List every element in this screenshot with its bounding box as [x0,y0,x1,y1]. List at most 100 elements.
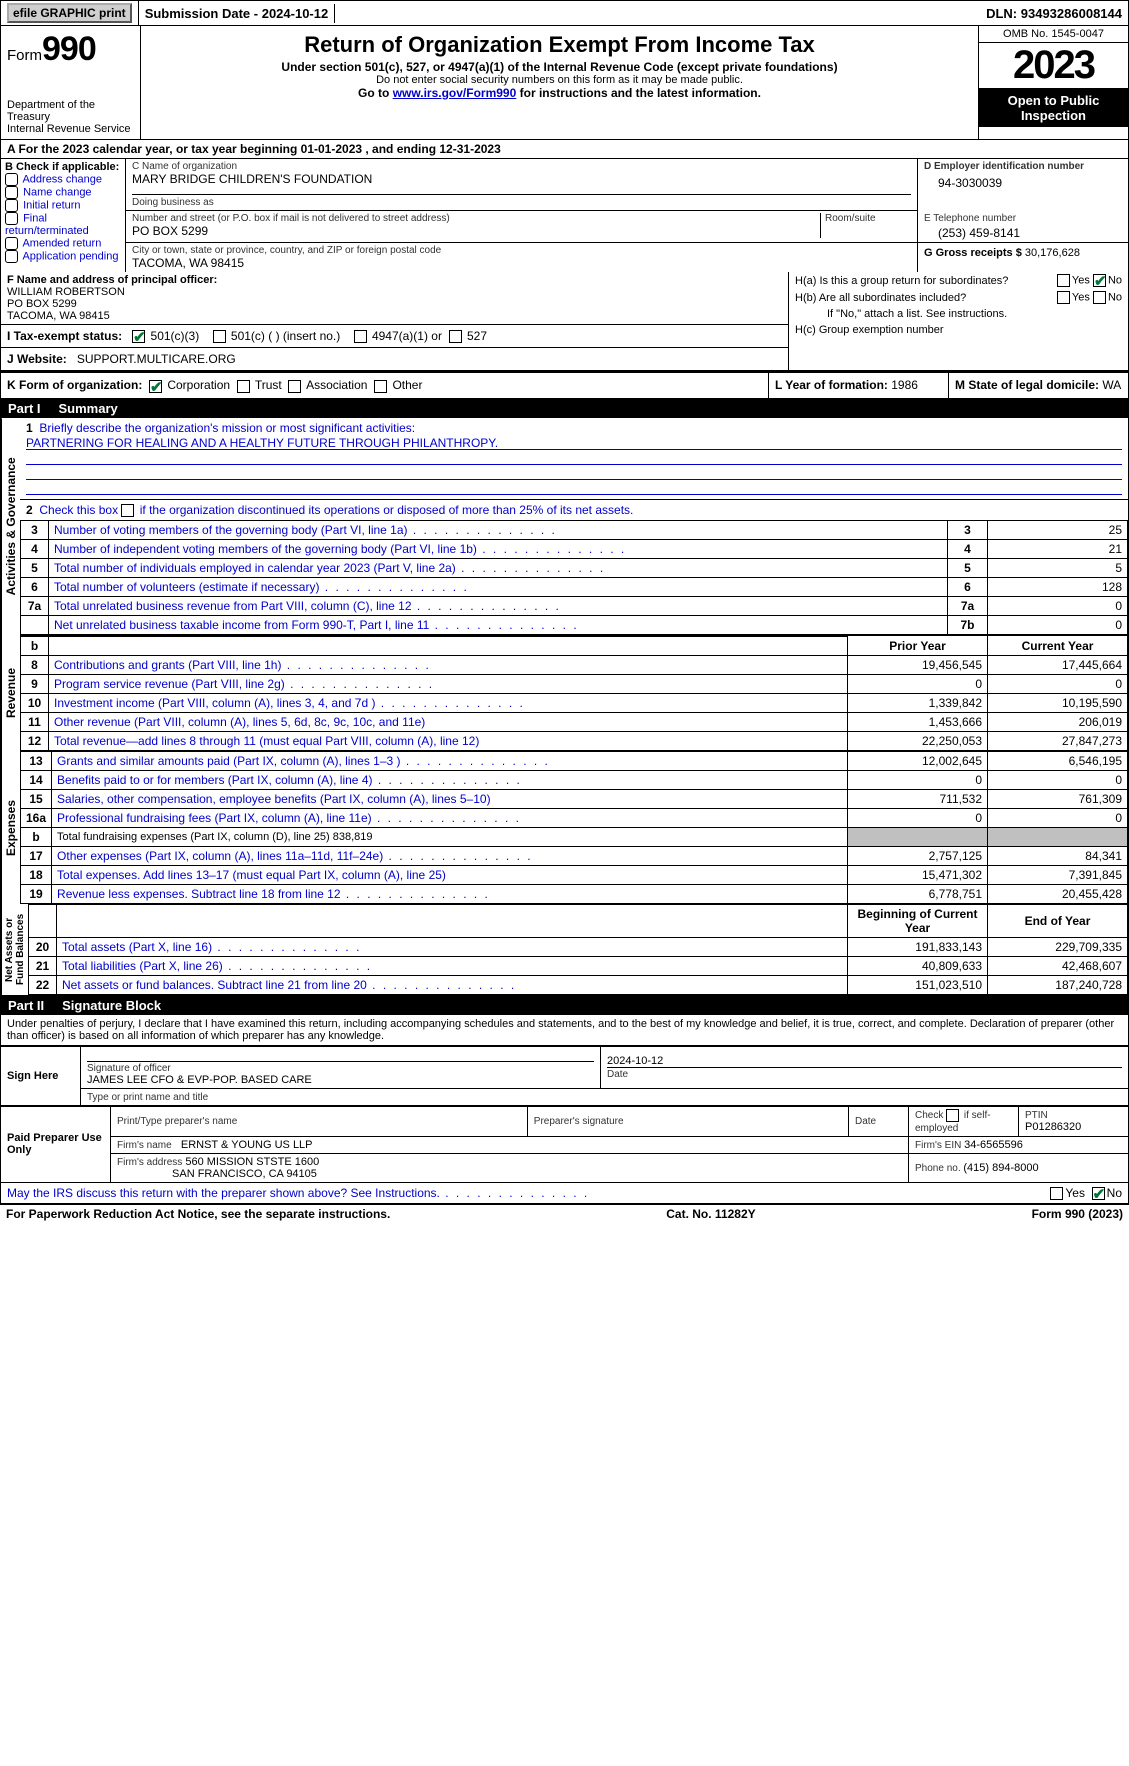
submission-label: Submission Date - [145,6,262,21]
chk-discontinued[interactable] [121,504,134,517]
ha-yes[interactable] [1057,274,1070,287]
ha-yn: Yes No [1057,274,1122,287]
b-label: B Check if applicable: [5,161,121,173]
g-label: G Gross receipts $ [924,247,1025,259]
header-row: Beginning of Current YearEnd of Year [29,904,1128,937]
header-col-right: OMB No. 1545-0047 2023 Open to Public In… [978,26,1128,139]
d-label: D Employer identification number [924,161,1122,172]
d-ein: D Employer identification number 94-3030… [918,159,1128,192]
sign-here-table: Sign Here Signature of officer JAMES LEE… [0,1046,1129,1106]
chk-app-pending[interactable]: Application pending [5,250,121,263]
subtitle-2: Do not enter social security numbers on … [149,74,970,86]
prep-name-label: Print/Type preparer's name [117,1116,237,1127]
chk-corp[interactable] [149,380,162,393]
ptin-cell: PTINP01286320 [1019,1106,1129,1136]
chk-trust[interactable] [237,380,250,393]
sign-date-label: Date [607,1069,628,1080]
form-header: Form990 Department of the Treasury Inter… [0,26,1129,140]
q2-text: Check this box if the organization disco… [39,503,633,517]
firm-addr-cell: Firm's address 560 MISSION STSTE 1600 SA… [111,1153,909,1182]
na-table: Beginning of Current YearEnd of Year 20T… [28,904,1128,995]
table-row: 7aTotal unrelated business revenue from … [21,596,1128,615]
firm-ein-cell: Firm's EIN 34-6565596 [909,1136,1129,1153]
chk-address-change[interactable]: Address change [5,173,121,186]
hb-label: H(b) Are all subordinates included? [795,292,966,304]
discuss-no[interactable] [1092,1187,1105,1200]
side-label-exp: Expenses [1,751,20,904]
chk-4947[interactable] [354,330,367,343]
name-title-cell: Type or print name and title [81,1088,1129,1105]
k-block: K Form of organization: Corporation Trus… [1,373,768,397]
summary-ag-block: Activities & Governance 1 Briefly descri… [0,418,1129,635]
goto-post: for instructions and the latest informat… [516,86,761,100]
discuss-q: May the IRS discuss this return with the… [7,1186,1050,1200]
part1-title: Summary [59,401,118,416]
dba-block: Doing business as [132,194,911,208]
col-d: D Employer identification number 94-3030… [918,159,1128,211]
city-label: City or town, state or province, country… [132,245,911,256]
opt-address: Address change [22,173,102,185]
hdr-beg: Beginning of Current Year [848,904,988,937]
form-title: Return of Organization Exempt From Incom… [149,32,970,58]
ptin-label: PTIN [1025,1110,1048,1121]
table-row: 8Contributions and grants (Part VIII, li… [21,655,1128,674]
irs-link[interactable]: www.irs.gov/Form990 [393,86,517,100]
table-row: Net unrelated business taxable income fr… [21,615,1128,634]
sig-label: Signature of officer [87,1063,171,1074]
footer-left: For Paperwork Reduction Act Notice, see … [6,1207,390,1221]
sign-date-value: 2024-10-12 [607,1055,1122,1068]
prep-sig-label: Preparer's signature [534,1116,624,1127]
hdr-curr: Current Year [988,636,1128,656]
part2-num: Part II [8,998,44,1013]
discuss-yes[interactable] [1050,1187,1063,1200]
chk-assoc[interactable] [288,380,301,393]
dln-value: 93493286008144 [1021,6,1122,21]
hb-no[interactable] [1093,291,1106,304]
chk-501c[interactable] [213,330,226,343]
hdr-end: End of Year [988,904,1128,937]
room-cell: Room/suite [821,213,911,238]
street-value: PO BOX 5299 [132,224,816,238]
hb-yes[interactable] [1057,291,1070,304]
chk-name-change[interactable]: Name change [5,186,121,199]
form-prefix: Form [7,47,42,64]
i-501c: 501(c) ( ) (insert no.) [231,329,340,343]
e-label: E Telephone number [924,213,1122,224]
chk-initial-return[interactable]: Initial return [5,199,121,212]
table-row: 10Investment income (Part VIII, column (… [21,693,1128,712]
chk-527[interactable] [449,330,462,343]
h-a: H(a) Is this a group return for subordin… [789,272,1128,289]
chk-self-emp[interactable] [946,1109,959,1122]
opt-pending: Application pending [22,250,118,262]
table-row: 15Salaries, other compensation, employee… [21,789,1128,808]
summary-na-block: Net Assets or Fund Balances Beginning of… [0,904,1129,996]
col-b: B Check if applicable: Address change Na… [1,159,126,272]
part2-title: Signature Block [62,998,161,1013]
q1-block: 1 Briefly describe the organization's mi… [20,418,1128,500]
e-phone: E Telephone number (253) 459-8141 [918,211,1128,243]
ein-label: Firm's EIN [915,1140,964,1151]
part1-num: Part I [8,401,41,416]
website-value: SUPPORT.MULTICARE.ORG [77,352,236,366]
phone-value: (253) 459-8141 [924,224,1122,240]
ein-value: 94-3030039 [924,172,1122,190]
rev-table: bPrior YearCurrent Year 8Contributions a… [20,635,1128,751]
street-cell: Number and street (or P.O. box if mail i… [132,213,821,238]
blank-line-3 [26,481,1122,495]
chk-other[interactable] [374,380,387,393]
prep-sig-cell: Preparer's signature [527,1106,848,1136]
officer-signed: JAMES LEE CFO & EVP-POP. BASED CARE [87,1074,312,1086]
firm-ein-value: 34-6565596 [964,1139,1023,1151]
prep-row-3: Firm's address 560 MISSION STSTE 1600 SA… [1,1153,1129,1182]
efile-print-button[interactable]: efile GRAPHIC print [7,3,132,23]
m-label: M State of legal domicile: [955,378,1102,392]
k-l-m-row: K Form of organization: Corporation Trus… [0,371,1129,398]
chk-final-return[interactable]: Final return/terminated [5,212,121,237]
i-4947: 4947(a)(1) or [372,329,442,343]
chk-amended-return[interactable]: Amended return [5,237,121,250]
addr2-value: SAN FRANCISCO, CA 94105 [172,1168,317,1180]
ha-no[interactable] [1093,274,1106,287]
part-2-header: Part II Signature Block [0,996,1129,1015]
dba-label: Doing business as [132,197,911,208]
chk-501c3[interactable] [132,330,145,343]
